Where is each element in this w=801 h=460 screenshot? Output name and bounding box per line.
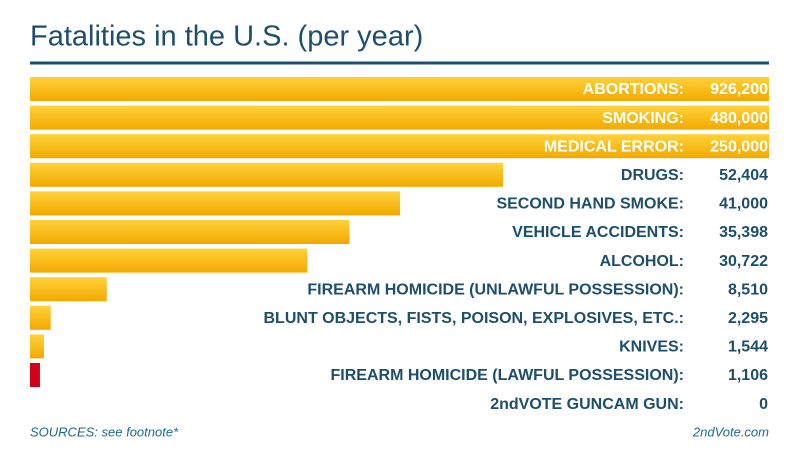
category-label: FIREARM HOMICIDE (LAWFUL POSSESSION): (331, 367, 684, 384)
value-label: 1,106 (728, 367, 768, 384)
bar (30, 77, 769, 101)
category-label: BLUNT OBJECTS, FISTS, POISON, EXPLOSIVES… (264, 310, 685, 327)
category-label: VEHICLE ACCIDENTS: (512, 224, 684, 241)
value-label: 1,544 (728, 339, 768, 356)
value-label: 480,000 (710, 110, 768, 127)
value-label: 41,000 (719, 196, 768, 213)
bar (30, 134, 769, 159)
bar (30, 248, 308, 273)
value-label: 52,404 (719, 167, 768, 184)
category-label: ALCOHOL: (600, 253, 684, 270)
credit: 2ndVote.com (692, 424, 769, 439)
bars (30, 77, 769, 387)
category-label: DRUGS: (621, 167, 684, 184)
value-label: 250,000 (710, 138, 768, 155)
category-label: MEDICAL ERROR: (544, 138, 684, 155)
bar (30, 363, 40, 387)
bar (30, 334, 44, 359)
value-label: 926,200 (710, 81, 768, 98)
source-note: SOURCES: see footnote* (30, 424, 179, 439)
bar (30, 277, 107, 302)
bar (30, 162, 503, 187)
chart-title: Fatalities in the U.S. (per year) (30, 21, 423, 53)
value-label: 0 (759, 396, 768, 413)
category-label: 2ndVOTE GUNCAM GUN: (490, 396, 684, 413)
bar (30, 220, 350, 244)
bar (30, 105, 769, 130)
value-label: 8,510 (728, 281, 768, 298)
category-label: SECOND HAND SMOKE: (496, 196, 684, 213)
category-label: SMOKING: (602, 110, 684, 127)
value-label: 35,398 (719, 224, 768, 241)
category-label: FIREARM HOMICIDE (UNLAWFUL POSSESSION): (307, 281, 684, 298)
bar (30, 191, 401, 216)
value-label: 2,295 (728, 310, 768, 327)
category-label: KNIVES: (619, 339, 684, 356)
value-label: 30,722 (719, 253, 768, 270)
category-label: ABORTIONS: (583, 81, 684, 98)
bar (30, 305, 51, 330)
